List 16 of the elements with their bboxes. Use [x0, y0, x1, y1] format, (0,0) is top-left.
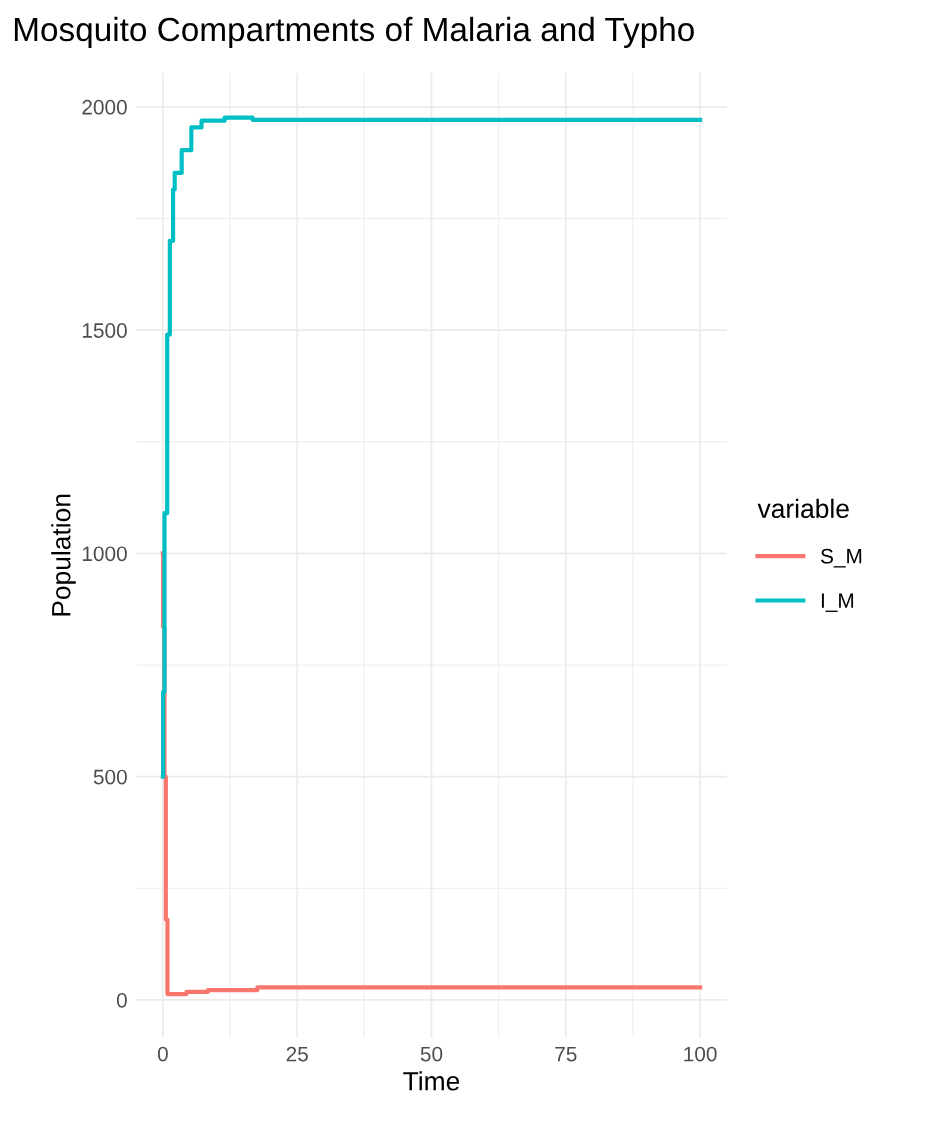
x-axis-title: Time	[403, 1071, 460, 1091]
y-tick-label: 1500	[82, 323, 127, 338]
x-tick-label: 0	[157, 1046, 168, 1062]
x-tick-label: 50	[420, 1046, 443, 1062]
legend-title: variable	[757, 498, 849, 519]
x-tick-label: 75	[555, 1046, 577, 1062]
y-tick-label: 500	[93, 769, 127, 785]
x-tick-label: 25	[286, 1046, 308, 1062]
legend-label: S_M	[820, 548, 862, 568]
y-tick-label: 2000	[82, 99, 127, 115]
chart-title: Mosquito Compartments of Malaria and Typho	[14, 16, 694, 48]
x-tick-label: 100	[684, 1046, 717, 1062]
y-tick-label: 1000	[82, 546, 127, 562]
y-tick-label: 0	[116, 992, 127, 1008]
y-axis-title: Population	[51, 494, 76, 616]
legend-label: I_M	[821, 593, 854, 612]
